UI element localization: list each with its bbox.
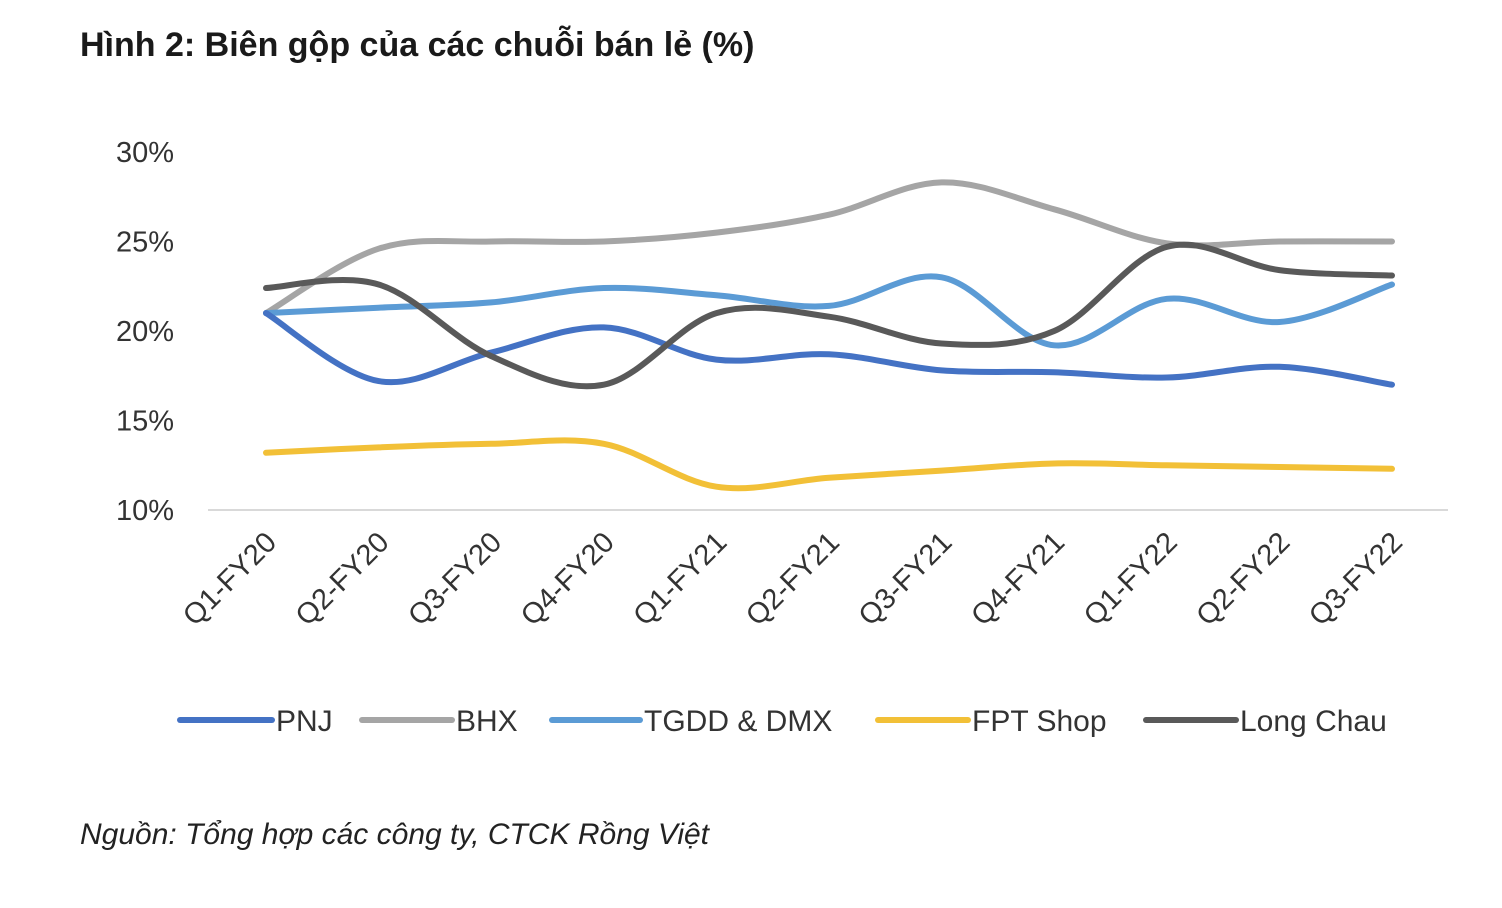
legend-label: PNJ	[276, 705, 333, 738]
x-tick-label: Q4-FY21	[965, 526, 1071, 632]
x-tick-label: Q3-FY20	[402, 526, 508, 632]
x-tick-label: Q1-FY21	[628, 526, 734, 632]
y-tick-label: 10%	[116, 495, 174, 527]
legend-label: Long Chau	[1240, 705, 1387, 738]
x-tick-label: Q3-FY22	[1303, 526, 1409, 632]
legend-label: TGDD & DMX	[644, 705, 832, 738]
legend-label: FPT Shop	[972, 705, 1107, 738]
y-tick-label: 30%	[116, 137, 174, 169]
source-note: Nguồn: Tổng hợp các công ty, CTCK Rồng V…	[80, 818, 710, 851]
chart-title: Hình 2: Biên gộp của các chuỗi bán lẻ (%…	[80, 26, 755, 64]
y-tick-label: 15%	[116, 406, 174, 438]
x-tick-label: Q1-FY22	[1078, 526, 1184, 632]
series-line-long-chau	[263, 241, 1395, 390]
legend: PNJ BHX TGDD & DMX FPT Shop Long Chau	[177, 705, 1387, 738]
x-tick-label: Q1-FY20	[177, 526, 283, 632]
series-line-tgdd-dmx	[263, 273, 1395, 349]
y-tick-label: 20%	[116, 316, 174, 348]
x-tick-label: Q3-FY21	[853, 526, 959, 632]
x-tick-label: Q2-FY21	[740, 526, 846, 632]
x-tick-label: Q2-FY20	[290, 526, 396, 632]
series-line-fpt-shop	[263, 437, 1395, 492]
series-line-pnj	[263, 310, 1395, 388]
series-line-bhx	[263, 179, 1395, 317]
legend-label: BHX	[456, 705, 518, 738]
y-tick-label: 25%	[116, 227, 174, 259]
series-layer	[263, 179, 1395, 492]
x-tick-label: Q2-FY22	[1191, 526, 1297, 632]
x-tick-label: Q4-FY20	[515, 526, 621, 632]
axis-layer: 10%15%20%25%30%Q1-FY20 Q2-FY20 Q3-FY20 Q4-F…	[116, 137, 1448, 632]
